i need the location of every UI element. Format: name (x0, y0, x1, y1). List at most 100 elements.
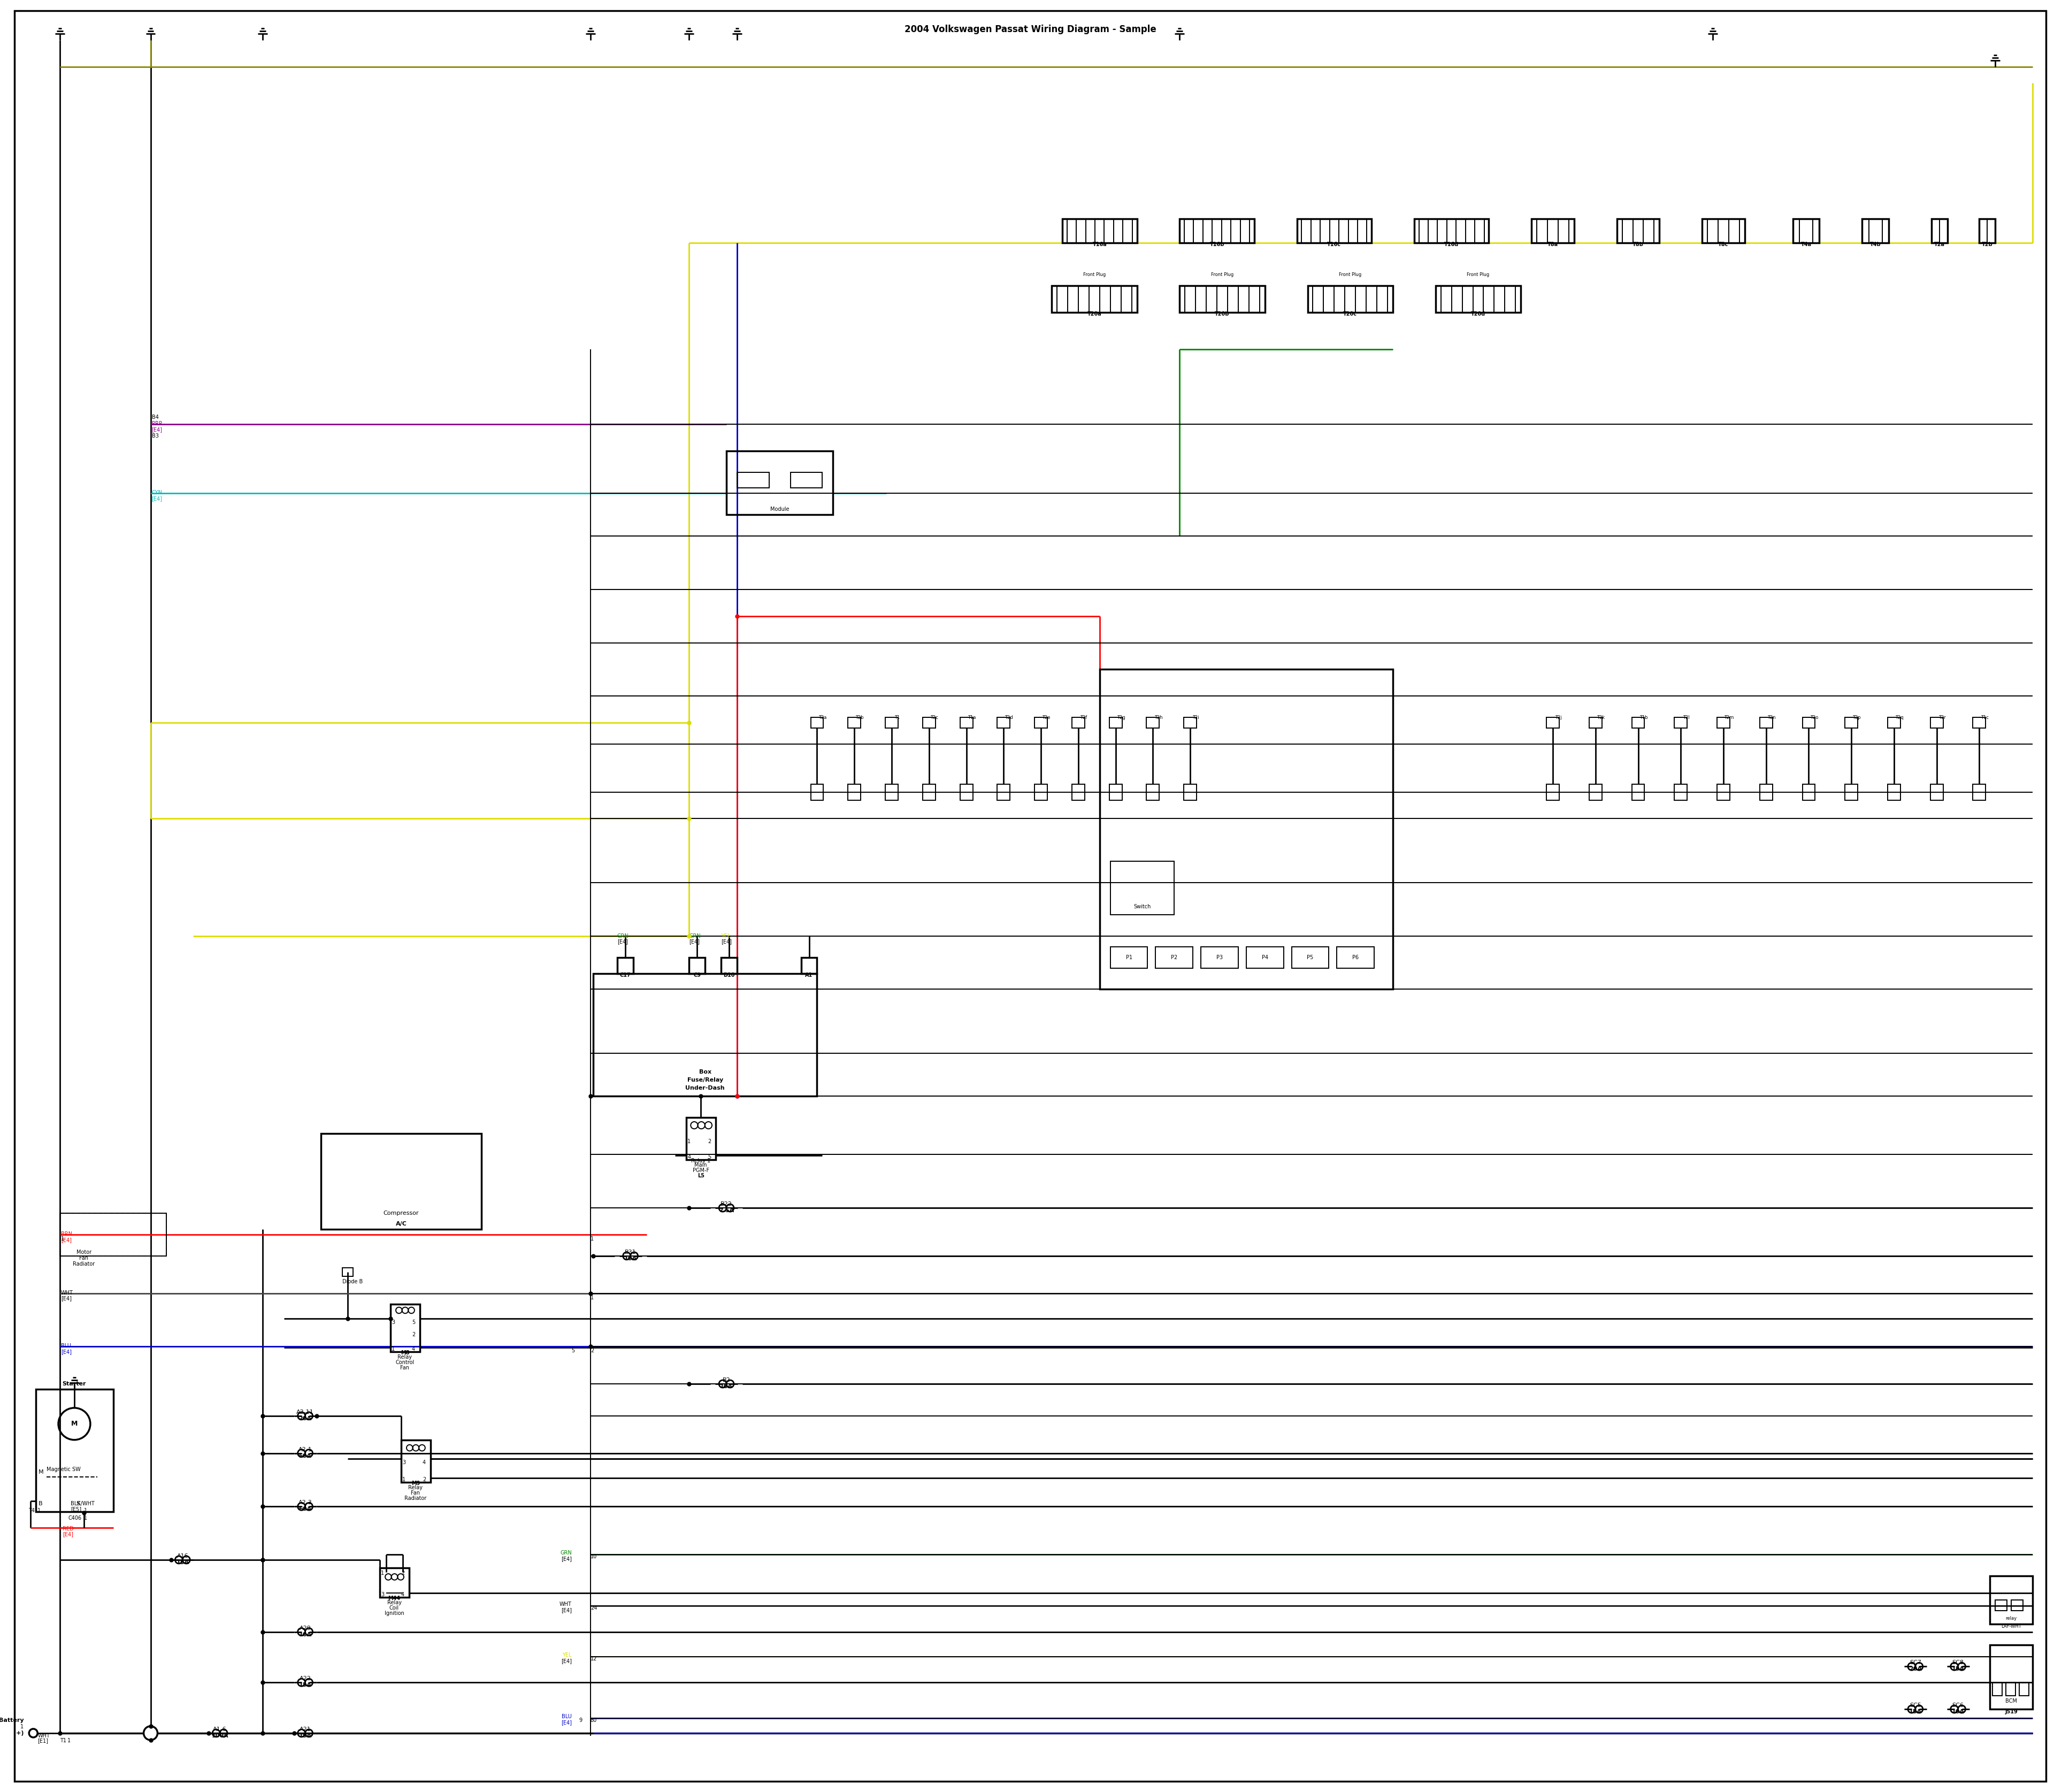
Text: GRN: GRN (688, 934, 700, 939)
Bar (1547, 717, 1559, 728)
Bar (686, 1116, 715, 1159)
Bar (1146, 785, 1158, 799)
Circle shape (29, 1729, 37, 1738)
Text: B22: B22 (721, 1201, 733, 1206)
Text: T20c: T20c (1343, 312, 1358, 317)
Text: T2d: T2d (1004, 715, 1013, 720)
Text: Diode B: Diode B (343, 1279, 364, 1285)
Text: C406: C406 (68, 1516, 82, 1521)
Text: A/C: A/C (396, 1220, 407, 1226)
Text: 12: 12 (589, 1656, 598, 1661)
Bar (1631, 785, 1645, 799)
Bar (1308, 285, 1393, 312)
Text: T2i: T2i (1191, 715, 1200, 720)
Text: 50A: 50A (298, 1453, 312, 1459)
Bar (1616, 219, 1660, 244)
Text: 1: 1 (68, 1738, 70, 1744)
Text: L5: L5 (698, 1174, 705, 1179)
Text: SC5: SC5 (1910, 1702, 1920, 1708)
Bar (1703, 219, 1744, 244)
Bar (1990, 1645, 2033, 1710)
Bar (1111, 862, 1175, 914)
Text: Front Plug: Front Plug (1212, 272, 1234, 278)
Text: S: S (76, 1502, 80, 1507)
Bar (1717, 785, 1729, 799)
Bar (1590, 785, 1602, 799)
Bar (1111, 946, 1148, 968)
Bar (1717, 717, 1729, 728)
Bar (885, 785, 898, 799)
Bar (1590, 717, 1602, 728)
Text: [E4]: [E4] (62, 1349, 72, 1355)
Text: T2b: T2b (1982, 242, 1992, 247)
Text: T2n: T2n (1766, 715, 1775, 720)
Text: T2b: T2b (857, 715, 865, 720)
Bar (1292, 946, 1329, 968)
Bar (1436, 285, 1520, 312)
Bar (737, 471, 768, 487)
Text: J519: J519 (2005, 1710, 2017, 1715)
Text: Radiator: Radiator (72, 1262, 94, 1267)
Text: T16d: T16d (1444, 242, 1458, 247)
Text: 4: 4 (401, 1591, 405, 1597)
Bar (1931, 717, 1943, 728)
Bar (1760, 717, 1773, 728)
Text: Relay: Relay (386, 1600, 401, 1606)
Text: 1: 1 (403, 1477, 405, 1482)
Text: 20A: 20A (1908, 1667, 1923, 1672)
Text: T2a: T2a (1935, 242, 1945, 247)
Bar (37, 1389, 113, 1512)
Text: T8b: T8b (1633, 242, 1643, 247)
Bar (1674, 717, 1686, 728)
Text: M: M (72, 1421, 78, 1428)
Text: 15A: 15A (298, 1733, 312, 1738)
Bar (727, 452, 834, 514)
Bar (1974, 717, 1986, 728)
Text: [E4]: [E4] (561, 1607, 571, 1613)
Text: Relay: Relay (398, 1355, 413, 1360)
Text: T1c: T1c (1980, 715, 1988, 720)
Text: T2j: T2j (1555, 715, 1561, 720)
Text: T2a: T2a (817, 715, 826, 720)
Bar (1844, 717, 1857, 728)
Text: 3: 3 (403, 1459, 405, 1464)
Bar (1992, 1683, 2003, 1695)
Text: B2: B2 (723, 1378, 731, 1383)
Text: 2004 Volkswagen Passat Wiring Diagram - Sample: 2004 Volkswagen Passat Wiring Diagram - … (904, 25, 1156, 34)
Text: T2k: T2k (1596, 715, 1604, 720)
Bar (1146, 717, 1158, 728)
Text: T20b: T20b (1214, 312, 1230, 317)
Text: Main: Main (694, 1163, 707, 1168)
Text: Fan: Fan (401, 1366, 409, 1371)
Text: M: M (39, 1469, 43, 1475)
Text: Coil: Coil (390, 1606, 398, 1611)
Text: YEL: YEL (563, 1652, 571, 1658)
Text: A2-11: A2-11 (296, 1410, 314, 1416)
Text: 15A: 15A (177, 1559, 189, 1564)
Text: 10: 10 (589, 1554, 598, 1559)
Text: (+): (+) (12, 1731, 25, 1736)
Text: [E4]: [E4] (62, 1236, 72, 1242)
Bar (1062, 219, 1138, 244)
Text: Front Plug: Front Plug (1082, 272, 1105, 278)
Text: 7.5A: 7.5A (719, 1208, 733, 1213)
Text: 3: 3 (392, 1321, 394, 1326)
Text: Fan: Fan (411, 1491, 421, 1496)
Text: 1: 1 (380, 1570, 384, 1575)
Bar (791, 471, 822, 487)
Text: [E4]: [E4] (62, 1296, 72, 1301)
Text: T4a: T4a (1801, 242, 1812, 247)
Text: 1: 1 (84, 1516, 86, 1521)
Text: PRP: PRP (152, 421, 162, 426)
Text: Relay 1: Relay 1 (690, 1158, 711, 1163)
Bar (1980, 219, 1994, 244)
Bar (721, 957, 737, 973)
Bar (343, 1267, 353, 1276)
Text: BLU: BLU (62, 1344, 72, 1349)
Text: [E4]: [E4] (561, 1555, 571, 1561)
Bar (1247, 946, 1284, 968)
Text: T1: T1 (893, 715, 900, 720)
Text: 5: 5 (413, 1321, 415, 1326)
Bar (811, 717, 824, 728)
Text: Radiator: Radiator (405, 1496, 427, 1502)
